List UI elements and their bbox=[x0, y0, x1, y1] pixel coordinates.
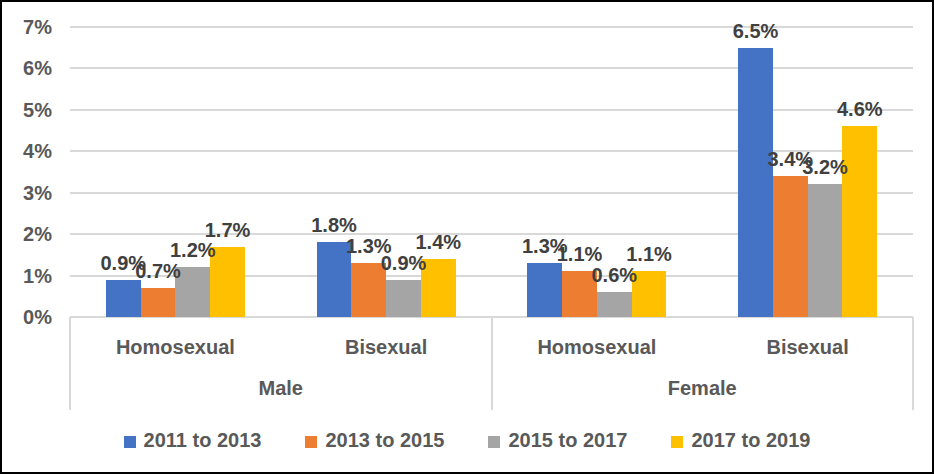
bar-value-label: 1.4% bbox=[403, 230, 473, 254]
bar bbox=[106, 280, 141, 317]
bar-value-label: 0.7% bbox=[123, 259, 193, 283]
legend-label: 2015 to 2017 bbox=[508, 429, 627, 452]
bar-value-label: 1.2% bbox=[158, 238, 228, 262]
group-label: Female bbox=[492, 375, 914, 401]
gridline bbox=[70, 109, 913, 111]
legend: 2011 to 2013 2013 to 2015 2015 to 2017 2017… bbox=[2, 429, 932, 452]
bar-value-label: 4.6% bbox=[825, 97, 895, 121]
legend-label: 2011 to 2013 bbox=[144, 429, 262, 452]
bar-chart: 0%1%2%3%4%5%6%7% 0.9%1.8%1.3%6.5%0.7%1.3… bbox=[0, 0, 934, 474]
legend-item: 2011 to 2013 bbox=[124, 429, 262, 452]
y-tick-label: 3% bbox=[12, 180, 52, 206]
category-label: Homosexual bbox=[70, 334, 281, 360]
legend-swatch bbox=[124, 436, 136, 448]
y-tick-label: 6% bbox=[12, 55, 52, 81]
bar-value-label: 1.7% bbox=[193, 218, 263, 242]
bar bbox=[738, 48, 773, 317]
bar-value-label: 1.1% bbox=[614, 242, 684, 266]
bar bbox=[808, 184, 843, 317]
bar bbox=[773, 176, 808, 317]
category-label: Bisexual bbox=[281, 334, 492, 360]
legend-item: 2017 to 2019 bbox=[671, 429, 810, 452]
legend-swatch bbox=[305, 436, 317, 448]
category-divider bbox=[69, 317, 71, 410]
bar bbox=[597, 292, 632, 317]
y-tick-label: 5% bbox=[12, 97, 52, 123]
category-divider bbox=[491, 317, 493, 410]
group-label: Male bbox=[70, 375, 492, 401]
bar-value-label: 6.5% bbox=[721, 19, 791, 43]
legend-item: 2015 to 2017 bbox=[488, 429, 627, 452]
legend-swatch bbox=[671, 436, 683, 448]
y-tick-label: 0% bbox=[12, 304, 52, 330]
legend-label: 2017 to 2019 bbox=[691, 429, 810, 452]
bar-value-label: 0.9% bbox=[369, 251, 439, 275]
bar bbox=[141, 288, 176, 317]
category-label: Homosexual bbox=[492, 334, 703, 360]
legend-item: 2013 to 2015 bbox=[305, 429, 444, 452]
y-tick-label: 4% bbox=[12, 138, 52, 164]
legend-label: 2013 to 2015 bbox=[325, 429, 444, 452]
y-tick-label: 2% bbox=[12, 221, 52, 247]
gridline bbox=[70, 67, 913, 69]
bar bbox=[386, 280, 421, 317]
y-tick-label: 1% bbox=[12, 263, 52, 289]
category-label: Bisexual bbox=[702, 334, 913, 360]
y-tick-label: 7% bbox=[12, 14, 52, 40]
category-divider bbox=[912, 317, 914, 410]
bar-value-label: 3.2% bbox=[790, 155, 860, 179]
bar-value-label: 0.6% bbox=[579, 263, 649, 287]
legend-swatch bbox=[488, 436, 500, 448]
bar bbox=[527, 263, 562, 317]
